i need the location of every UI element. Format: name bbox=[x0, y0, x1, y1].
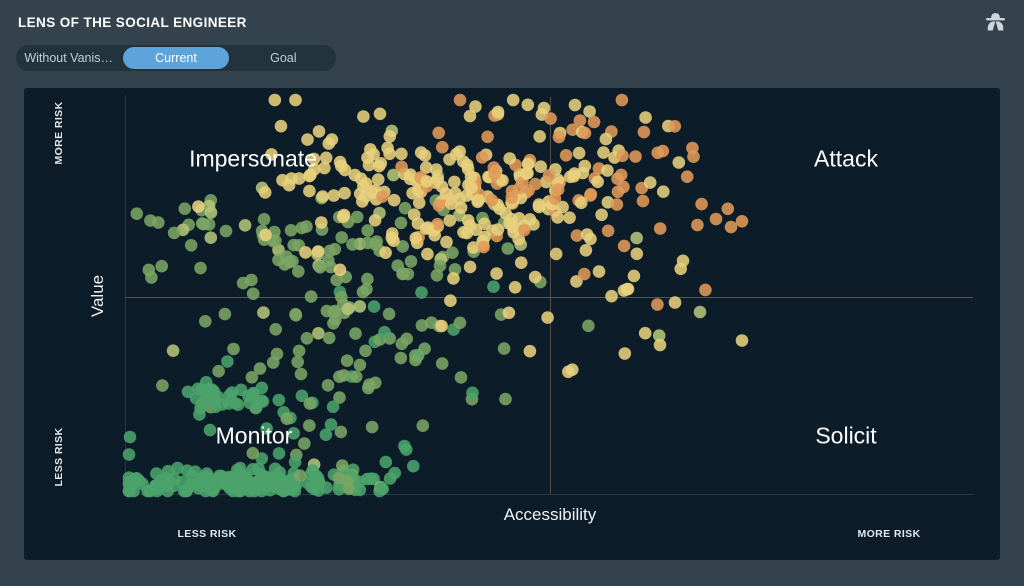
quadrant-label-attack: Attack bbox=[814, 145, 878, 172]
x-less-risk-label: LESS RISK bbox=[177, 528, 237, 540]
y-less-risk-label: LESS RISK bbox=[53, 427, 65, 487]
tab-current[interactable]: Current bbox=[123, 47, 229, 69]
x-more-risk-label: MORE RISK bbox=[857, 528, 921, 540]
tab-without-vanish[interactable]: Without Vanis… bbox=[24, 51, 114, 65]
quadrant-divider-horizontal bbox=[125, 297, 973, 298]
chart-panel: MORE RISK Value LESS RISK Impersonate At… bbox=[24, 88, 1000, 560]
y-axis-line bbox=[125, 95, 126, 495]
tab-goal[interactable]: Goal bbox=[270, 51, 297, 65]
quadrant-label-solicit: Solicit bbox=[815, 422, 877, 449]
page-title: LENS OF THE SOCIAL ENGINEER bbox=[18, 15, 247, 30]
view-toggle: Without Vanis… Current Goal bbox=[16, 45, 336, 71]
y-axis-title: Value bbox=[88, 274, 107, 318]
scatter-plot bbox=[122, 93, 749, 498]
x-axis-title: Accessibility bbox=[503, 505, 597, 524]
quadrant-divider-vertical bbox=[550, 97, 551, 494]
x-axis-line bbox=[125, 494, 974, 495]
spy-incognito-icon bbox=[986, 12, 1005, 31]
quadrant-label-impersonate: Impersonate bbox=[189, 145, 317, 172]
y-more-risk-label: MORE RISK bbox=[53, 101, 65, 165]
quadrant-label-monitor: Monitor bbox=[215, 422, 293, 449]
